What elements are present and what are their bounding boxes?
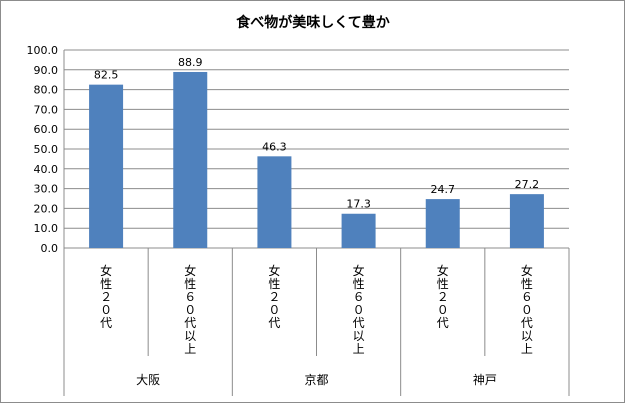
bar: [425, 199, 460, 248]
data-label: 17.3: [346, 198, 371, 211]
y-tick-label: 60.0: [34, 123, 59, 136]
category-label: 女性６０代以上: [353, 263, 365, 356]
y-tick-label: 40.0: [34, 163, 59, 176]
data-label: 88.9: [178, 56, 203, 69]
category-label: 女性２０代: [100, 263, 112, 330]
y-tick-label: 80.0: [34, 84, 59, 97]
bar: [173, 71, 208, 248]
chart-title: 食べ物が美味しくて豊か: [236, 14, 390, 31]
y-tick-label: 10.0: [34, 222, 59, 235]
y-tick-label: 20.0: [34, 202, 59, 215]
data-label: 24.7: [431, 183, 456, 196]
y-tick-label: 50.0: [34, 143, 59, 156]
bar: [509, 194, 544, 248]
group-label: 京都: [304, 373, 328, 387]
y-tick-label: 90.0: [34, 64, 59, 77]
data-label: 27.2: [515, 178, 540, 191]
group-label: 大阪: [136, 373, 160, 387]
y-tick-label: 30.0: [34, 183, 59, 196]
data-label: 46.3: [262, 140, 287, 153]
y-tick-label: 70.0: [34, 103, 59, 116]
group-label: 神戸: [473, 373, 497, 387]
category-label: 女性６０代以上: [184, 263, 196, 356]
y-tick-label: 0.0: [41, 242, 59, 255]
bar: [341, 213, 376, 248]
bar: [89, 84, 124, 249]
data-label: 82.5: [94, 69, 119, 82]
y-tick-label: 100.0: [27, 44, 59, 57]
category-label: 女性２０代: [268, 263, 280, 330]
category-label: 女性２０代: [437, 263, 449, 330]
category-label: 女性６０代以上: [521, 263, 533, 356]
bar: [257, 156, 292, 248]
